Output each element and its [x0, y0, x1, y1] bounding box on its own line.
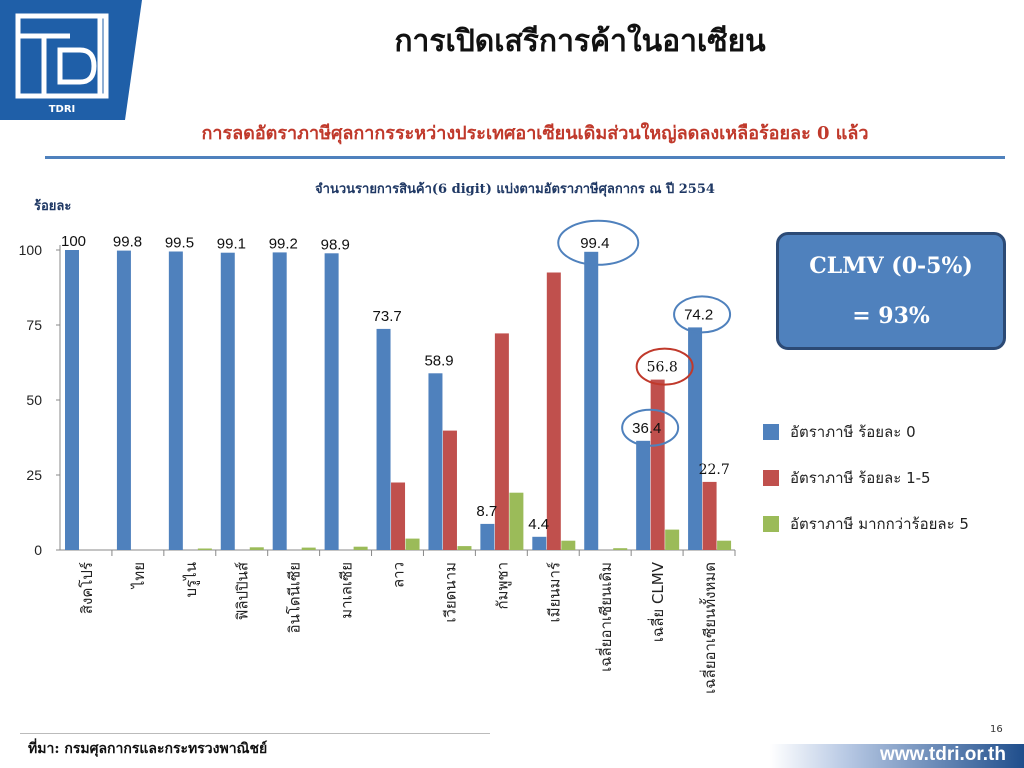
bar — [702, 481, 717, 550]
bar — [613, 548, 628, 550]
logo-text: TDRI — [49, 104, 76, 115]
legend-label: อัตราภาษี มากกว่าร้อยละ 5 — [790, 515, 969, 533]
data-label: 4.4 — [528, 516, 549, 533]
bar — [584, 251, 599, 551]
bar — [688, 327, 703, 550]
legend-label: อัตราภาษี ร้อยละ 0 — [790, 423, 916, 441]
data-label: 74.2 — [684, 306, 713, 323]
x-tick-label: เฉลี่ย CLMV — [647, 561, 667, 642]
bar — [561, 540, 576, 550]
clmv-callout-line2: = 93% — [852, 303, 930, 329]
bar — [197, 548, 212, 550]
bar — [428, 373, 443, 550]
x-tick-label: ไทย — [130, 562, 148, 589]
x-tick-label: เมียนมาร์ — [545, 562, 563, 622]
data-label: 99.8 — [113, 234, 142, 251]
y-axis-label: ร้อยละ — [34, 198, 71, 214]
bar — [509, 492, 524, 550]
y-tick-label: 0 — [34, 542, 42, 558]
x-tick-label: ลาว — [390, 562, 408, 588]
bar — [405, 538, 420, 550]
highlight-circle — [557, 219, 640, 266]
title-divider — [45, 156, 1005, 159]
bar — [665, 529, 680, 550]
data-label: 99.1 — [217, 236, 246, 253]
x-tick-label: เฉลี่ยอาเซียนทั้งหมด — [699, 562, 719, 694]
slide-title: การเปิดเสรีการค้าในอาเซียน — [394, 24, 766, 59]
clmv-callout-line1: CLMV (0-5%) — [809, 253, 973, 279]
chart-legend: อัตราภาษี ร้อยละ 0 อัตราภาษี ร้อยละ 1-5 … — [760, 420, 1020, 558]
legend-label: อัตราภาษี ร้อยละ 1-5 — [790, 469, 931, 487]
bar — [532, 536, 547, 550]
y-tick-label: 25 — [26, 467, 42, 483]
chart-title: จำนวนรายการสินค้า(6 digit) แบ่งตามอัตราภ… — [315, 182, 715, 197]
y-tick-label: 75 — [26, 317, 42, 333]
highlight-circle — [673, 295, 732, 334]
footer-bar — [770, 744, 1024, 768]
legend-swatch-green — [763, 516, 779, 532]
bar-chart: ร้อยละ 0 25 50 75 100 สิงคโปร์ ไทย บรูไน ฟิลิปปิน… — [19, 198, 736, 694]
data-label: 58.9 — [424, 352, 453, 369]
bar — [494, 333, 509, 550]
legend-item-rate-over-5: อัตราภาษี มากกว่าร้อยละ 5 — [760, 512, 1020, 536]
bar — [220, 252, 235, 550]
bar — [480, 523, 495, 550]
data-label: 99.2 — [269, 235, 298, 252]
legend-swatch-blue — [763, 424, 779, 440]
bar — [301, 547, 316, 550]
data-label: 8.7 — [476, 503, 497, 520]
bar — [168, 251, 183, 550]
legend-item-rate-1-5: อัตราภาษี ร้อยละ 1-5 — [760, 466, 1020, 490]
y-tick-label: 50 — [26, 392, 42, 408]
data-label: 98.9 — [321, 236, 350, 253]
x-tick-label: มาเลเซีย — [338, 562, 356, 619]
x-tick-label: บรูไน — [182, 562, 200, 597]
x-tick-label: กัมพูชา — [493, 562, 511, 609]
legend-swatch-red — [763, 470, 779, 486]
x-tick-label: ฟิลิปปินส์ — [234, 562, 252, 620]
page-number: 16 — [990, 724, 1003, 735]
bar — [65, 250, 79, 550]
slide-subtitle: การลดอัตราภาษีศุลกากรระหว่างประเทศอาเซีย… — [201, 123, 869, 144]
source-note: ที่มา: กรมศุลกากรและกระทรวงพาณิชย์ — [28, 741, 268, 757]
bar — [717, 540, 732, 550]
bar — [546, 272, 561, 550]
x-tick-label: เวียดนาม — [441, 562, 459, 623]
bar — [324, 253, 339, 551]
bar — [650, 379, 665, 550]
data-label: 99.5 — [165, 235, 194, 252]
logo-corner: TDRI — [0, 0, 142, 120]
x-tick-label: อินโดนีเซีย — [286, 562, 304, 633]
bar — [442, 430, 457, 550]
data-label: 99.4 — [580, 235, 609, 252]
highlight-circle — [635, 347, 694, 386]
data-label: 56.8 — [647, 360, 678, 376]
bar — [272, 252, 287, 550]
y-tick-label: 100 — [19, 242, 43, 258]
data-label: 36.4 — [632, 420, 661, 437]
data-label: 100 — [61, 233, 86, 250]
bar — [376, 328, 391, 550]
bar — [116, 250, 131, 550]
bar — [457, 546, 472, 550]
x-tick-label: สิงคโปร์ — [78, 562, 96, 614]
legend-item-rate-0: อัตราภาษี ร้อยละ 0 — [760, 420, 1020, 444]
clmv-callout: CLMV (0-5%) = 93% — [776, 232, 1006, 350]
bar — [249, 547, 264, 550]
footer-divider — [20, 733, 490, 734]
bar — [636, 440, 651, 550]
bar — [353, 546, 368, 550]
data-label: 73.7 — [373, 308, 402, 325]
bar — [391, 482, 406, 550]
website-url[interactable]: www.tdri.or.th — [880, 744, 1006, 765]
data-label: 22.7 — [699, 462, 730, 478]
tdri-logo — [15, 13, 109, 99]
x-tick-label: เฉลี่ยอาเซียนเดิม — [595, 562, 615, 672]
highlight-circle — [621, 408, 680, 447]
